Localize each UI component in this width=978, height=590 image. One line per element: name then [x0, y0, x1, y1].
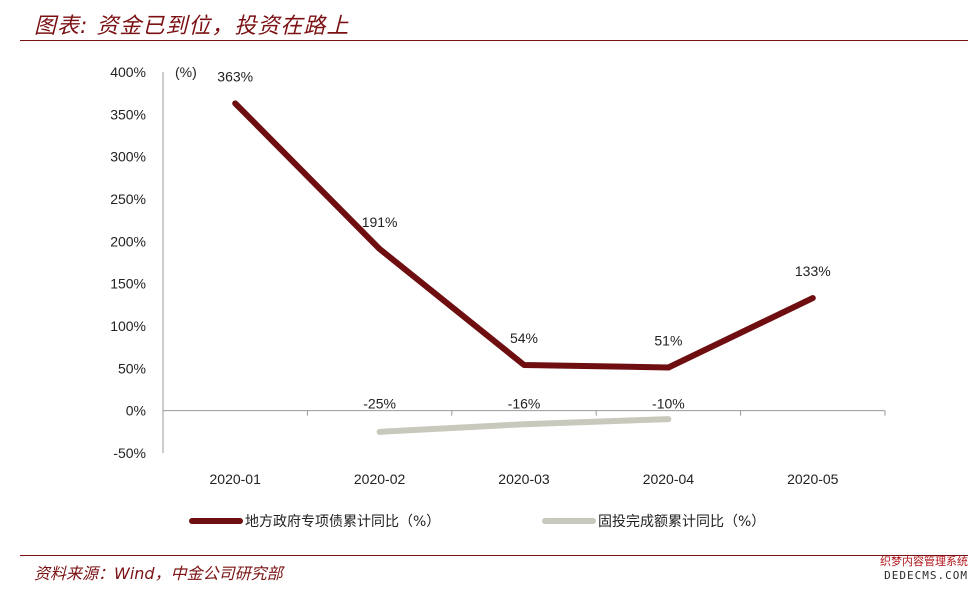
y-tick-label: 100%	[110, 318, 146, 334]
legend-label-1: 地方政府专项债累计同比（%）	[245, 514, 440, 530]
y-tick-label: -50%	[113, 445, 146, 461]
chart-title: 图表: 资金已到位，投资在路上	[34, 14, 350, 39]
x-tick-label: 2020-05	[787, 471, 839, 487]
y-tick-label: 50%	[118, 360, 146, 376]
source-divider	[20, 555, 968, 556]
y-unit-label: (%)	[175, 64, 197, 80]
watermark-line-2: DEDECMS.COM	[884, 569, 968, 582]
x-tick-label: 2020-04	[643, 471, 695, 487]
series-line-2	[376, 416, 672, 435]
x-tick-label: 2020-03	[498, 471, 550, 487]
series-line-1	[232, 100, 816, 371]
chart: 400% 350% 300% 250% 200% 150% 100% 50% 0% -50% (%)…	[110, 64, 886, 530]
source-note: 资料来源：Wind，中金公司研究部	[34, 564, 283, 583]
data-label: -10%	[652, 396, 685, 412]
y-tick-label: 0%	[126, 403, 146, 419]
legend-label-2: 固投完成额累计同比（%）	[598, 514, 765, 530]
y-tick-label: 150%	[110, 276, 146, 292]
watermark-line-1: 织梦内容管理系统	[880, 555, 968, 568]
data-label: -16%	[508, 396, 541, 412]
data-label: 54%	[510, 330, 538, 346]
y-tick-label: 300%	[110, 149, 146, 165]
x-tick-label: 2020-01	[210, 471, 262, 487]
data-label: 191%	[362, 214, 398, 230]
data-label: 363%	[217, 68, 253, 84]
y-tick-label: 250%	[110, 191, 146, 207]
y-tick-label: 400%	[110, 64, 146, 80]
watermark-logo: 织梦内容管理系统 DEDECMS.COM	[880, 555, 968, 583]
title-divider	[20, 40, 968, 41]
data-label: -25%	[363, 396, 396, 412]
y-tick-label: 200%	[110, 233, 146, 249]
data-label: 51%	[654, 332, 682, 348]
x-tick-label: 2020-02	[354, 471, 406, 487]
y-tick-label: 350%	[110, 106, 146, 122]
data-label: 133%	[795, 263, 831, 279]
